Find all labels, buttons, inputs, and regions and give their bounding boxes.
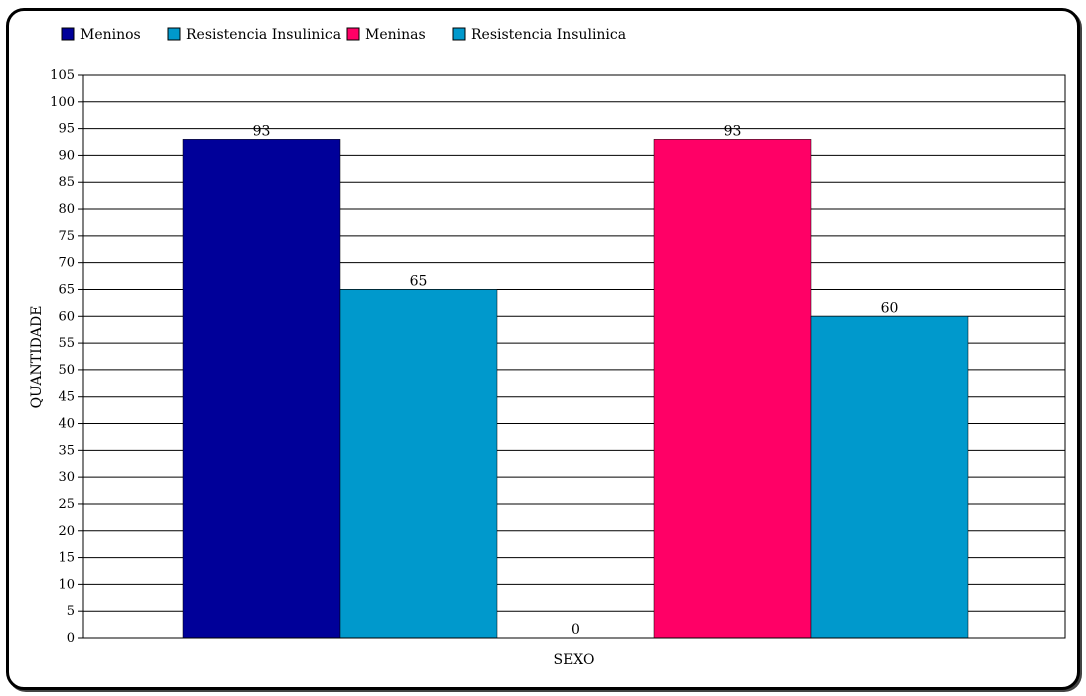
y-tick-label: 100 xyxy=(50,95,75,110)
y-tick-label: 65 xyxy=(58,282,75,297)
y-tick-label: 75 xyxy=(58,229,75,244)
y-tick-label: 25 xyxy=(58,497,75,512)
y-tick-label: 45 xyxy=(58,390,75,405)
x-axis-title: SEXO xyxy=(553,652,594,668)
y-tick-label: 80 xyxy=(58,202,75,217)
plot-border xyxy=(82,74,1066,639)
y-axis-title: QUANTIDADE xyxy=(29,306,45,409)
y-tick-label: 35 xyxy=(58,443,75,458)
y-tick-label: 70 xyxy=(58,256,75,271)
legend-swatch xyxy=(61,27,75,41)
bar xyxy=(653,139,812,639)
y-tick-label: 5 xyxy=(67,604,75,619)
y-tick-label: 20 xyxy=(58,524,75,539)
data-label: 93 xyxy=(253,123,271,139)
y-tick-label: 30 xyxy=(58,470,75,485)
y-tick-label: 105 xyxy=(50,68,75,83)
y-tick-label: 60 xyxy=(58,309,75,324)
legend-label: Meninas xyxy=(365,27,426,43)
legend-label: Meninos xyxy=(80,27,141,43)
data-label: 65 xyxy=(410,273,428,289)
legend-swatch xyxy=(452,27,466,41)
y-tick-label: 40 xyxy=(58,417,75,432)
y-tick-label: 90 xyxy=(58,148,75,163)
data-label: 0 xyxy=(571,622,580,638)
legend-swatch xyxy=(346,27,360,41)
y-tick-label: 55 xyxy=(58,336,75,351)
legend-swatch xyxy=(167,27,181,41)
legend-label: Resistencia Insulinica xyxy=(186,27,341,43)
y-tick-label: 85 xyxy=(58,175,75,190)
data-label: 60 xyxy=(881,300,899,316)
y-tick-label: 15 xyxy=(58,551,75,566)
legend-label: Resistencia Insulinica xyxy=(471,27,626,43)
y-tick-label: 0 xyxy=(67,631,75,646)
y-tick-label: 50 xyxy=(58,363,75,378)
data-label: 93 xyxy=(724,123,742,139)
y-tick-label: 95 xyxy=(58,122,75,137)
bar xyxy=(182,139,341,639)
bar xyxy=(810,316,969,639)
bar xyxy=(339,289,498,639)
y-tick-label: 10 xyxy=(58,577,75,592)
